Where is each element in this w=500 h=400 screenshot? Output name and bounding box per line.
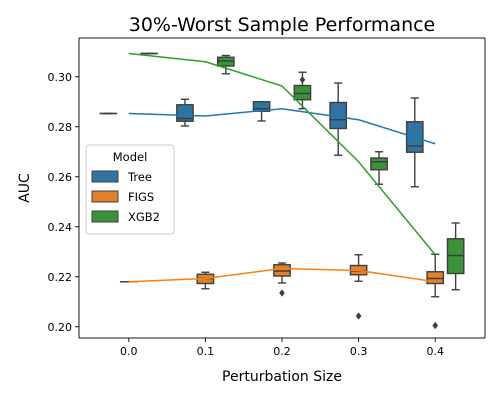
legend-label-xgb2: XGB2	[128, 210, 160, 224]
legend-title: Model	[113, 150, 148, 164]
x-tick-label: 0.3	[350, 345, 368, 358]
y-axis-label: AUC	[17, 173, 33, 203]
box-body	[293, 84, 312, 101]
y-tick-label: 0.28	[48, 121, 73, 134]
y-axis: 0.20 0.22 0.24 0.26 0.28 0.30	[48, 71, 79, 334]
x-tick-label: 0.1	[197, 345, 215, 358]
x-tick-label: 0.0	[120, 345, 138, 358]
x-tick-label: 0.4	[426, 345, 444, 358]
legend: Model Tree FIGS XGB2	[85, 144, 175, 235]
series-boxes-xgb2	[140, 52, 465, 291]
outlier-point	[355, 312, 362, 320]
outlier-point	[279, 289, 285, 297]
x-tick-label: 0.2	[273, 345, 291, 358]
legend-label-figs: FIGS	[128, 190, 154, 204]
series-line-figs	[128, 267, 436, 283]
y-tick-label: 0.26	[48, 171, 73, 184]
box-body	[370, 157, 388, 171]
legend-items: Tree FIGS XGB2	[91, 170, 160, 224]
box-body	[426, 271, 445, 285]
series-boxes-figs	[119, 253, 445, 330]
legend-swatch-figs	[91, 190, 119, 203]
y-tick-label: 0.22	[48, 271, 73, 284]
x-axis: 0.0 0.1 0.2 0.3 0.4	[120, 338, 444, 358]
y-tick-label: 0.30	[48, 71, 73, 84]
series-line-tree	[128, 107, 436, 145]
outlier-point	[432, 321, 439, 330]
y-tick-label: 0.24	[48, 221, 73, 234]
series-line-xgb2	[128, 52, 436, 256]
legend-swatch-tree	[91, 170, 119, 183]
box-body	[176, 104, 194, 122]
chart-title: 30%-Worst Sample Performance	[129, 14, 436, 36]
outlier-point	[299, 75, 306, 84]
legend-label-tree: Tree	[127, 170, 152, 184]
plot-area	[99, 52, 465, 330]
y-tick-label: 0.20	[48, 321, 73, 334]
x-axis-label: Perturbation Size	[222, 369, 342, 385]
legend-swatch-xgb2	[91, 210, 119, 223]
